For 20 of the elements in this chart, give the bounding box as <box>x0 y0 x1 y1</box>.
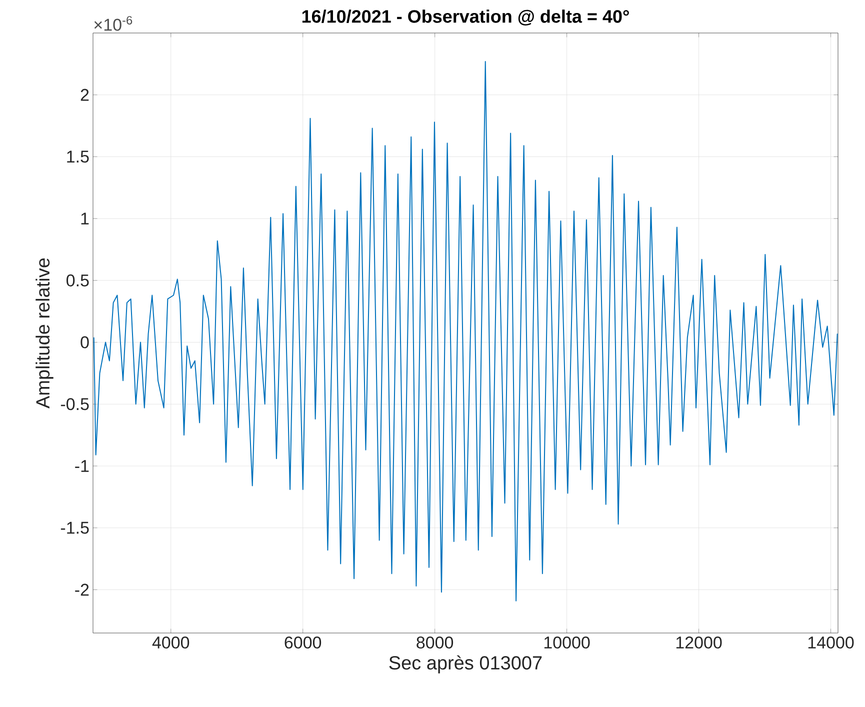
text: ×10$^{-6}$ <box>94 16 132 31</box>
y-axis-title: Amplitude relative <box>36 258 54 408</box>
x-axis-title: Sec après 013007 <box>389 655 542 674</box>
y-tick-label: 0.5 <box>66 274 89 286</box>
x-tick-label: 14000 <box>808 636 854 649</box>
y-tick-label: -1.5 <box>60 522 89 534</box>
line-series <box>93 60 838 602</box>
x-tick-label: 8000 <box>416 636 454 649</box>
x-tick-label: 4000 <box>152 636 190 649</box>
x-tick-label: 10000 <box>544 636 590 649</box>
x-tick-label: 12000 <box>676 636 722 649</box>
chart-title: 16/10/2021 - Observation @ delta = 40° <box>302 10 629 26</box>
y-tick-label: 2 <box>80 88 89 101</box>
y-tick-label: -2 <box>75 584 89 596</box>
y-tick-label: 0 <box>80 336 89 348</box>
y-tick-label: 1.5 <box>67 150 89 163</box>
x-tick-label: 6000 <box>284 636 322 649</box>
y-tick-label: 1 <box>81 212 89 224</box>
y-tick-label: -1 <box>75 460 89 472</box>
y-tick-label: -0.5 <box>60 398 89 410</box>
